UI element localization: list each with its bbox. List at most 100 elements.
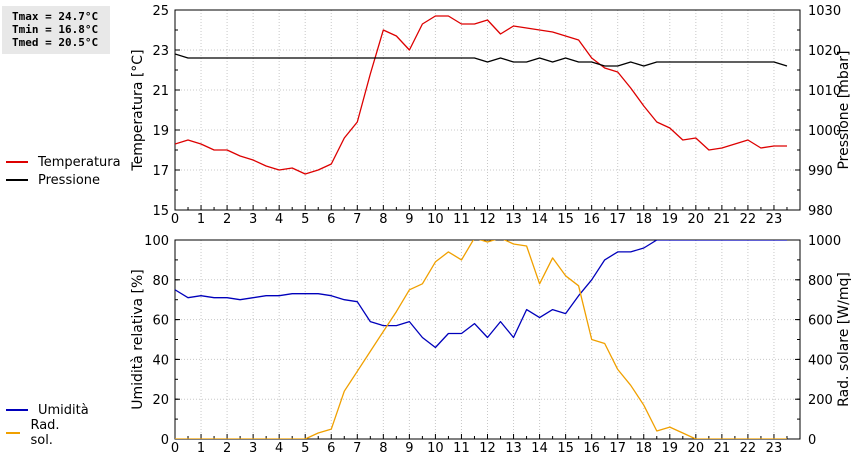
legend-top: Temperatura Pressione bbox=[6, 153, 121, 189]
x-tick-label: 19 bbox=[662, 441, 679, 456]
x-tick-label: 14 bbox=[531, 212, 548, 227]
y2-tick-label: 990 bbox=[808, 164, 833, 179]
y2-tick-label: 200 bbox=[808, 393, 833, 408]
x-tick-label: 3 bbox=[249, 441, 257, 456]
x-tick-label: 1 bbox=[197, 441, 205, 456]
x-tick-label: 6 bbox=[327, 212, 335, 227]
x-tick-label: 10 bbox=[427, 441, 444, 456]
x-tick-label: 13 bbox=[505, 212, 522, 227]
legend-label-temperatura: Temperatura bbox=[38, 154, 121, 170]
series-line-temperatura bbox=[175, 15, 787, 175]
series-line-rad-sol bbox=[175, 240, 787, 439]
y-axis-label: Umidità relativa [%] bbox=[130, 269, 146, 410]
x-tick-label: 19 bbox=[662, 212, 679, 227]
series-line-pressione bbox=[175, 53, 788, 67]
x-tick-label: 18 bbox=[635, 441, 652, 456]
y-tick-label: 25 bbox=[152, 4, 169, 19]
y2-tick-label: 1000 bbox=[808, 234, 841, 249]
y2-tick-label: 800 bbox=[808, 274, 833, 289]
x-tick-label: 9 bbox=[405, 212, 413, 227]
x-tick-label: 7 bbox=[353, 441, 361, 456]
stat-tmin: Tmin = 16.8°C bbox=[12, 23, 99, 36]
y2-tick-label: 1020 bbox=[808, 44, 841, 59]
x-tick-label: 2 bbox=[223, 212, 231, 227]
stat-tmax: Tmax = 24.7°C bbox=[12, 10, 99, 23]
legend-swatch-radsol bbox=[6, 432, 21, 434]
y2-tick-label: 600 bbox=[808, 314, 833, 329]
y-tick-label: 21 bbox=[152, 84, 169, 99]
x-tick-label: 10 bbox=[427, 212, 444, 227]
legend-label-umidita: Umidità bbox=[38, 402, 89, 418]
x-tick-label: 5 bbox=[301, 441, 309, 456]
x-tick-label: 17 bbox=[609, 212, 626, 227]
chart-panel-1: 0 1 2 3 4 5 6 7 8 9 10 11 12 13 14 15 16 17 18 19 20 21 22 2302… bbox=[130, 234, 852, 456]
legend-label-pressione: Pressione bbox=[38, 172, 101, 188]
x-tick-label: 3 bbox=[249, 212, 257, 227]
x-tick-label: 16 bbox=[583, 212, 600, 227]
y-axis-label: Temperatura [°C] bbox=[130, 49, 146, 171]
x-tick-label: 16 bbox=[583, 441, 600, 456]
x-tick-label: 2 bbox=[223, 441, 231, 456]
legend-item-pressione: Pressione bbox=[6, 171, 121, 189]
x-tick-label: 21 bbox=[714, 212, 731, 227]
x-tick-label: 20 bbox=[688, 441, 705, 456]
x-tick-label: 9 bbox=[405, 441, 413, 456]
y-tick-label: 20 bbox=[152, 393, 169, 408]
y2-axis-label: Pressione [mbar] bbox=[836, 50, 852, 169]
legend-item-temperatura: Temperatura bbox=[6, 153, 121, 171]
y-tick-label: 19 bbox=[152, 124, 169, 139]
series-line-umidit bbox=[175, 240, 787, 349]
y-tick-label: 40 bbox=[152, 353, 169, 368]
y2-axis-label: Rad. solare [W/mq] bbox=[836, 272, 852, 407]
legend-item-radsol: Rad. sol. bbox=[6, 418, 67, 448]
x-tick-label: 13 bbox=[505, 441, 522, 456]
y-tick-label: 15 bbox=[152, 204, 169, 219]
x-tick-label: 23 bbox=[766, 441, 783, 456]
x-tick-label: 11 bbox=[453, 441, 470, 456]
y2-tick-label: 980 bbox=[808, 204, 833, 219]
stat-tmed: Tmed = 20.5°C bbox=[12, 36, 99, 49]
x-tick-label: 12 bbox=[479, 212, 496, 227]
x-tick-label: 22 bbox=[740, 212, 757, 227]
x-tick-label: 5 bbox=[301, 212, 309, 227]
legend-swatch-temperatura bbox=[6, 161, 28, 163]
x-tick-label: 0 bbox=[171, 441, 179, 456]
x-tick-label: 14 bbox=[531, 441, 548, 456]
stats-box: Tmax = 24.7°C Tmin = 16.8°C Tmed = 20.5°… bbox=[2, 6, 110, 54]
y-tick-label: 0 bbox=[161, 433, 169, 448]
x-tick-label: 22 bbox=[740, 441, 757, 456]
y2-tick-label: 1010 bbox=[808, 84, 841, 99]
x-tick-label: 8 bbox=[379, 441, 387, 456]
legend-label-radsol: Rad. sol. bbox=[30, 418, 60, 448]
x-tick-label: 15 bbox=[557, 212, 574, 227]
x-tick-label: 0 bbox=[171, 212, 179, 227]
x-tick-label: 23 bbox=[766, 212, 783, 227]
x-tick-label: 11 bbox=[453, 212, 470, 227]
y-tick-label: 100 bbox=[144, 234, 169, 249]
y2-tick-label: 1000 bbox=[808, 124, 841, 139]
x-tick-label: 18 bbox=[635, 212, 652, 227]
chart-panel-0: 0 1 2 3 4 5 6 7 8 9 10 11 12 13 14 15 16 17 18 19 20 21 22 2315… bbox=[130, 4, 852, 227]
y2-tick-label: 400 bbox=[808, 353, 833, 368]
x-tick-label: 21 bbox=[714, 441, 731, 456]
x-tick-label: 20 bbox=[688, 212, 705, 227]
legend-swatch-pressione bbox=[6, 179, 28, 181]
x-tick-label: 15 bbox=[557, 441, 574, 456]
y2-tick-label: 0 bbox=[808, 433, 816, 448]
x-tick-label: 17 bbox=[609, 441, 626, 456]
legend-swatch-umidita bbox=[6, 409, 28, 411]
x-tick-label: 6 bbox=[327, 441, 335, 456]
x-tick-label: 7 bbox=[353, 212, 361, 227]
y-tick-label: 80 bbox=[152, 274, 169, 289]
y2-tick-label: 1030 bbox=[808, 4, 841, 19]
x-tick-label: 1 bbox=[197, 212, 205, 227]
x-tick-label: 8 bbox=[379, 212, 387, 227]
x-tick-label: 12 bbox=[479, 441, 496, 456]
y-tick-label: 17 bbox=[152, 164, 169, 179]
x-tick-label: 4 bbox=[275, 441, 283, 456]
x-tick-label: 4 bbox=[275, 212, 283, 227]
legend-item-umidita: Umidità bbox=[6, 401, 89, 419]
y-tick-label: 23 bbox=[152, 44, 169, 59]
y-tick-label: 60 bbox=[152, 314, 169, 329]
